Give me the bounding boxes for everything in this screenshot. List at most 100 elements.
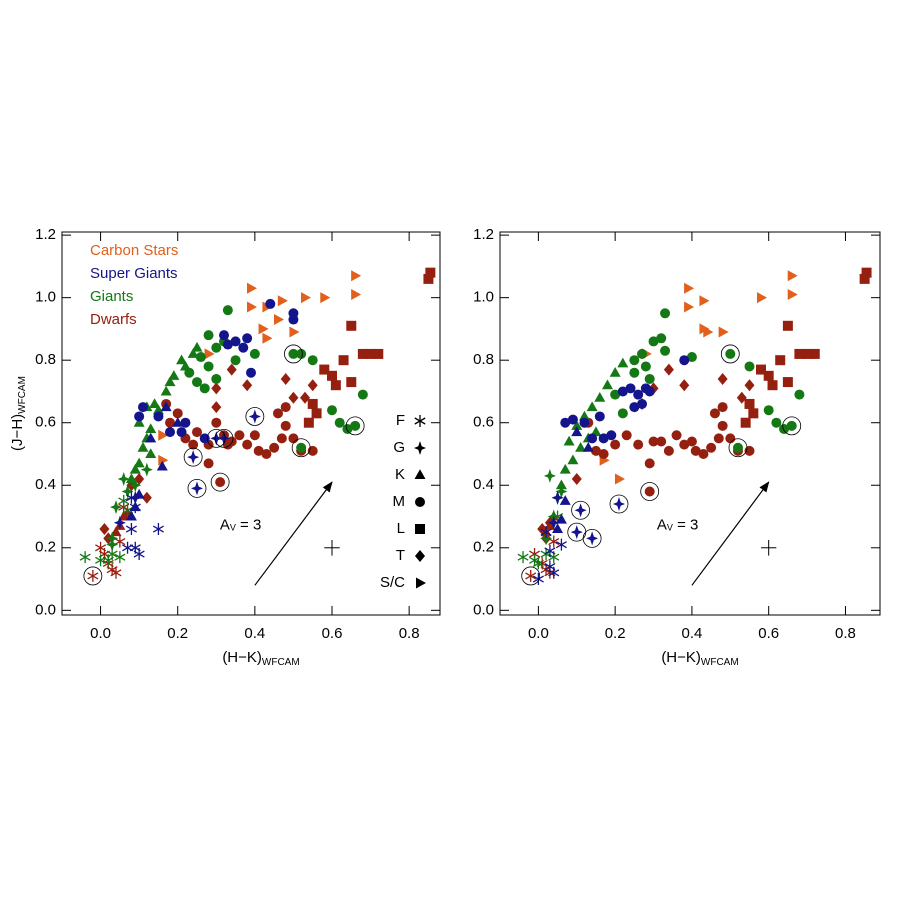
y-tick-label: 0.8 bbox=[35, 351, 56, 368]
marker bbox=[644, 386, 655, 397]
marker bbox=[199, 433, 210, 444]
marker bbox=[775, 355, 786, 366]
marker-legend-label: M bbox=[393, 493, 406, 510]
marker bbox=[238, 342, 249, 353]
highlight-ring bbox=[571, 500, 591, 520]
highlight-ring bbox=[345, 416, 365, 436]
marker bbox=[222, 339, 233, 350]
arrow-label-main: A bbox=[220, 516, 230, 533]
x-tick-label: 0.0 bbox=[90, 625, 111, 642]
marker bbox=[346, 377, 357, 388]
y-tick-label: 0.8 bbox=[473, 351, 494, 368]
marker bbox=[192, 427, 202, 438]
reddening-arrow bbox=[691, 481, 770, 586]
marker bbox=[606, 430, 617, 441]
marker bbox=[587, 433, 598, 444]
marker bbox=[138, 402, 148, 413]
marker bbox=[598, 448, 609, 459]
marker bbox=[87, 569, 99, 582]
marker bbox=[578, 410, 590, 421]
marker-legend-symbol bbox=[414, 441, 426, 455]
marker bbox=[351, 270, 362, 282]
marker bbox=[106, 537, 119, 552]
marker bbox=[160, 385, 172, 396]
marker bbox=[767, 380, 778, 391]
marker bbox=[222, 305, 233, 316]
marker bbox=[258, 323, 269, 335]
marker-legend-label: T bbox=[396, 547, 405, 564]
marker bbox=[357, 348, 368, 359]
marker bbox=[656, 436, 667, 447]
marker bbox=[158, 429, 169, 441]
marker bbox=[601, 379, 613, 390]
x-tick-label: 0.8 bbox=[835, 625, 856, 642]
marker bbox=[210, 431, 223, 446]
marker bbox=[594, 391, 606, 402]
marker bbox=[567, 414, 578, 425]
marker bbox=[172, 416, 184, 427]
marker bbox=[732, 442, 743, 453]
marker bbox=[301, 292, 311, 304]
marker bbox=[350, 420, 361, 431]
x-tick-label: 0.6 bbox=[758, 625, 779, 642]
marker bbox=[809, 348, 820, 359]
marker bbox=[660, 345, 671, 356]
marker-legend-symbol bbox=[415, 550, 425, 562]
marker bbox=[218, 431, 230, 446]
marker bbox=[125, 510, 137, 521]
marker bbox=[571, 472, 582, 485]
marker bbox=[133, 548, 145, 561]
marker bbox=[303, 417, 314, 428]
marker bbox=[579, 417, 590, 428]
marker bbox=[594, 411, 605, 422]
marker bbox=[125, 473, 137, 483]
arrow-label-sub: V bbox=[230, 523, 236, 533]
marker bbox=[234, 430, 245, 441]
marker-legend-symbol bbox=[415, 524, 425, 534]
marker bbox=[709, 408, 720, 419]
marker bbox=[571, 426, 583, 437]
marker bbox=[149, 398, 161, 408]
marker bbox=[794, 389, 805, 400]
marker bbox=[555, 513, 567, 524]
y-axis-label-main: (J−H) bbox=[9, 414, 26, 451]
arrow-label-main: A bbox=[657, 516, 667, 533]
marker bbox=[117, 471, 130, 486]
arrow-label-rest: = 3 bbox=[673, 516, 698, 533]
x-tick-label: 0.2 bbox=[605, 625, 626, 642]
marker bbox=[703, 326, 714, 338]
marker bbox=[156, 460, 168, 471]
marker bbox=[555, 484, 568, 499]
marker bbox=[176, 354, 188, 365]
marker bbox=[242, 379, 253, 392]
marker bbox=[570, 525, 583, 540]
marker bbox=[172, 408, 183, 419]
marker bbox=[203, 458, 214, 469]
marker bbox=[346, 320, 357, 331]
marker bbox=[629, 402, 640, 413]
marker bbox=[357, 389, 368, 400]
marker bbox=[110, 500, 122, 515]
marker bbox=[129, 463, 141, 474]
marker bbox=[532, 557, 544, 570]
marker bbox=[134, 472, 145, 485]
marker bbox=[586, 531, 599, 546]
marker bbox=[296, 442, 307, 453]
marker bbox=[718, 326, 729, 338]
marker bbox=[763, 370, 774, 381]
marker bbox=[555, 538, 567, 551]
marker bbox=[276, 433, 287, 444]
marker bbox=[307, 398, 318, 409]
marker bbox=[373, 348, 384, 359]
highlight-ring bbox=[521, 566, 541, 586]
marker bbox=[145, 423, 157, 433]
marker bbox=[740, 417, 751, 428]
marker bbox=[338, 355, 349, 366]
plot-frame bbox=[499, 231, 881, 616]
marker bbox=[219, 330, 229, 341]
marker bbox=[517, 551, 529, 564]
marker bbox=[141, 491, 152, 504]
marker bbox=[548, 566, 560, 579]
marker bbox=[242, 333, 253, 344]
marker-legend-symbol bbox=[414, 415, 426, 427]
